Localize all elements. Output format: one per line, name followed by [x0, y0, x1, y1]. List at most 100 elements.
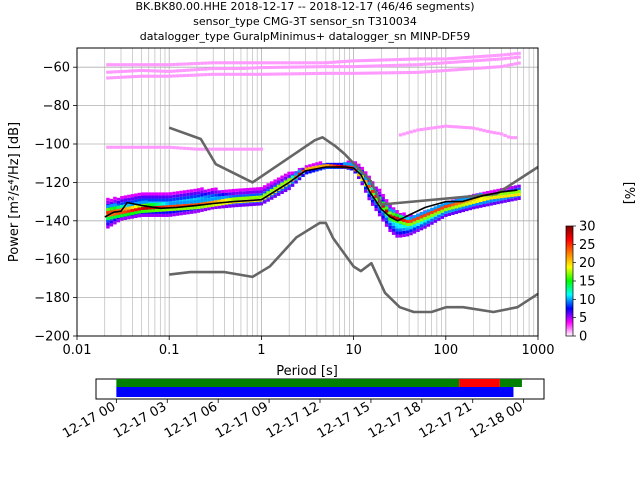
density-cell: [325, 65, 330, 69]
density-cell: [447, 204, 452, 208]
density-cell: [245, 61, 250, 65]
density-cell: [165, 210, 169, 214]
density-cell: [499, 197, 504, 201]
density-cell: [127, 197, 131, 201]
density-cell: [196, 61, 201, 65]
coverage-psd-segment: [116, 387, 514, 397]
density-cell: [179, 204, 183, 208]
density-cell: [245, 66, 250, 70]
density-cell: [242, 72, 246, 76]
density-cell: [433, 126, 438, 130]
density-cell: [249, 66, 253, 70]
density-cell: [350, 167, 354, 171]
density-cell: [482, 204, 486, 208]
density-cell: [137, 69, 142, 73]
density-cell: [165, 205, 169, 209]
density-cell: [329, 164, 333, 168]
density-cell: [402, 132, 406, 136]
density-cell: [106, 200, 110, 204]
density-cell: [154, 213, 159, 217]
density-cell: [106, 63, 110, 67]
density-cell: [210, 187, 215, 192]
density-cell: [266, 183, 270, 187]
density-cell: [426, 62, 431, 66]
density-cell: [437, 125, 441, 129]
density-cell: [269, 184, 274, 188]
density-cell: [228, 61, 232, 65]
density-cell: [127, 212, 131, 216]
density-cell: [141, 63, 145, 67]
density-cell: [447, 57, 452, 61]
density-cell: [158, 213, 162, 217]
y-tick-label: −160: [34, 253, 70, 268]
density-cell: [231, 188, 236, 193]
density-cell: [189, 189, 194, 193]
density-cell: [200, 208, 204, 212]
density-cell: [471, 126, 476, 130]
density-cell: [207, 194, 211, 198]
density-cell: [207, 61, 211, 65]
density-cell: [367, 71, 371, 75]
density-cell: [123, 216, 128, 220]
density-cell: [416, 225, 420, 229]
density-cell: [311, 166, 316, 170]
density-cell: [217, 190, 222, 194]
density-cell: [367, 181, 371, 185]
density-cell: [144, 69, 148, 73]
density-cell: [238, 196, 243, 200]
density-cell: [377, 58, 382, 62]
density-cell: [332, 60, 337, 64]
density-cell: [161, 210, 166, 214]
density-cell: [370, 64, 375, 68]
density-cell: [221, 189, 225, 194]
density-cell: [120, 217, 124, 221]
density-cell: [329, 65, 333, 69]
density-cell: [113, 203, 117, 207]
density-cell: [444, 68, 448, 72]
density-cell: [360, 182, 364, 186]
density-cell: [492, 198, 497, 202]
density-cell: [231, 61, 236, 65]
density-cell: [367, 58, 371, 62]
density-cell: [280, 190, 284, 194]
density-cell: [398, 57, 403, 62]
density-cell: [127, 194, 131, 198]
density-cell: [203, 61, 208, 65]
density-cell: [492, 57, 497, 61]
density-cell: [430, 126, 434, 130]
density-cell: [391, 212, 396, 216]
density-cell: [433, 206, 438, 210]
density-cell: [120, 199, 124, 203]
density-cell: [370, 186, 375, 190]
density-cell: [363, 186, 368, 190]
density-cell: [137, 192, 142, 196]
density-cell: [172, 74, 176, 78]
density-cell: [231, 192, 236, 196]
density-cell: [127, 63, 131, 67]
density-cell: [343, 59, 347, 64]
density-cell: [141, 198, 145, 202]
density-cell: [290, 183, 295, 187]
density-cell: [203, 208, 208, 212]
density-cell: [109, 213, 114, 217]
density-cell: [423, 210, 427, 214]
density-cell: [426, 212, 431, 216]
density-cell: [252, 187, 256, 191]
density-cell: [210, 206, 215, 210]
density-cell: [419, 218, 424, 222]
density-cell: [147, 209, 152, 213]
density-cell: [339, 71, 344, 75]
density-cell: [179, 201, 183, 205]
density-cell: [482, 195, 486, 199]
density-cell: [503, 133, 507, 137]
density-cell: [189, 203, 194, 207]
density-cell: [388, 228, 392, 233]
density-cell: [242, 203, 246, 207]
density-cell: [409, 222, 413, 226]
density-cell: [158, 63, 162, 67]
density-cell: [346, 160, 351, 164]
density-cell: [189, 195, 194, 199]
density-cell: [489, 190, 493, 194]
density-cell: [262, 61, 267, 65]
density-cell: [409, 213, 413, 217]
